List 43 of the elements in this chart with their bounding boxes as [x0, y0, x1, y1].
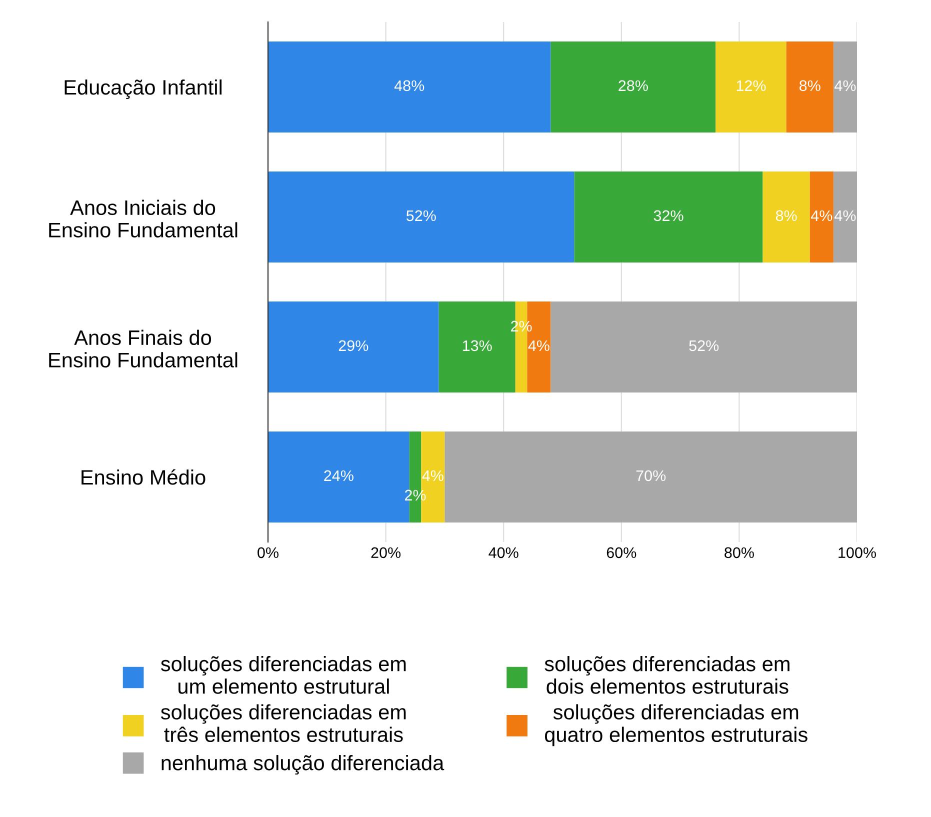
data-label: 13% [462, 340, 492, 352]
data-label: 4% [422, 470, 444, 482]
bar [810, 172, 834, 262]
data-label: 32% [654, 210, 684, 222]
bar [716, 42, 786, 132]
y-tick-label: Anos Finais do Ensino Fundamental [49, 330, 238, 368]
bar [444, 432, 857, 522]
data-label: 52% [406, 210, 436, 222]
bar [550, 302, 857, 392]
legend-label: nenhuma solução diferenciada [162, 755, 444, 775]
data-label: 8% [776, 210, 797, 222]
data-label: 24% [324, 470, 354, 482]
legend-label: soluções diferenciadas em quatro elementos estruturais [544, 704, 808, 746]
bar [833, 172, 857, 262]
y-tick-label: Anos Iniciais do Ensino Fundamental [49, 200, 238, 238]
x-tick-label: 0% [258, 547, 278, 558]
x-tick-label: 60% [606, 547, 636, 558]
data-label: 4% [528, 340, 550, 352]
bar [574, 172, 763, 262]
x-tick-label: 100% [838, 547, 876, 558]
bar [268, 172, 574, 262]
data-label: 12% [736, 80, 766, 92]
bar [550, 42, 716, 132]
data-label: 4% [810, 210, 832, 222]
bar [762, 172, 810, 262]
data-label: 28% [618, 80, 648, 92]
data-label: 29% [338, 340, 368, 352]
x-tick-label: 40% [488, 547, 518, 558]
data-label: 4% [834, 80, 856, 92]
data-label: 70% [636, 470, 666, 482]
y-tick-label: Ensino Médio [82, 469, 206, 485]
y-tick-label: Educação Infantil [64, 79, 222, 99]
bar [268, 42, 551, 132]
x-tick-label: 20% [371, 547, 401, 558]
x-tick-label: 80% [724, 547, 754, 558]
data-label: 8% [800, 80, 820, 92]
data-label: 4% [834, 210, 856, 222]
bar [786, 42, 834, 132]
data-label: 48% [394, 80, 424, 92]
data-label: 52% [689, 340, 719, 352]
bar [833, 42, 857, 132]
legend-label: soluções diferenciadas em três elementos estruturais [160, 704, 406, 742]
bar [268, 302, 439, 392]
